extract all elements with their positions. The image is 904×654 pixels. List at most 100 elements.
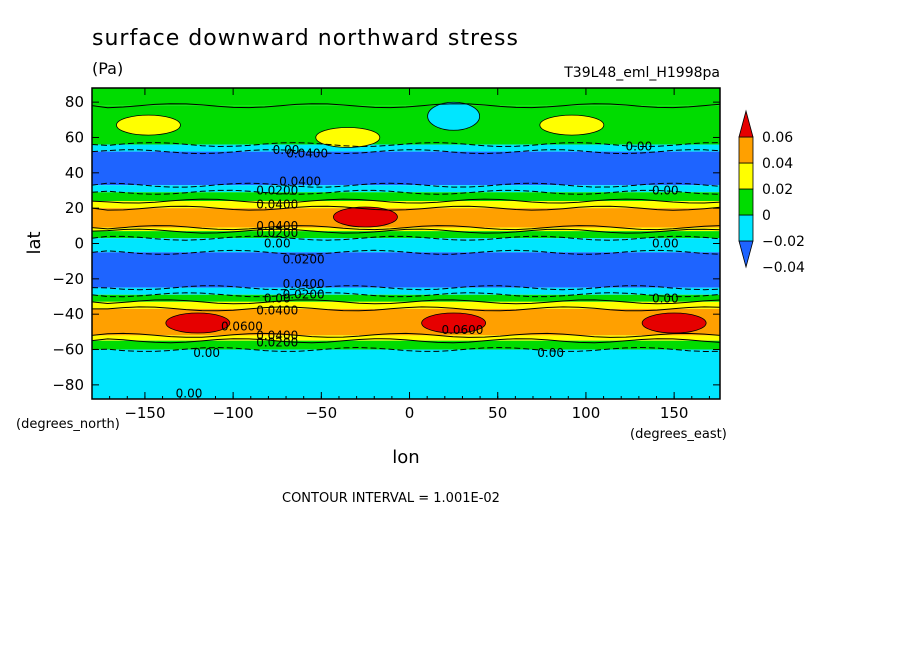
contour-interval-text: CONTOUR INTERVAL = 1.001E-02 <box>282 491 500 506</box>
x-units-label: (degrees_east) <box>630 427 727 442</box>
y-tick-label-7: 60 <box>65 128 84 146</box>
x-tick-label-0: −150 <box>124 404 165 422</box>
y-tick-label-1: −60 <box>52 341 84 359</box>
contour-label-4: 0.0400 <box>256 198 298 212</box>
lat-band-14 <box>92 301 720 309</box>
lat-band-11 <box>92 252 720 288</box>
field-max-4 <box>333 206 398 228</box>
field-min-3 <box>427 101 481 131</box>
contour-line-9 <box>92 228 720 234</box>
contour-line-12 <box>92 285 720 291</box>
field-max-1 <box>116 114 181 136</box>
contour-line-17 <box>92 338 720 344</box>
contour-label-9: 0.0400 <box>283 277 325 291</box>
colorbar-label-3: 0 <box>762 208 771 224</box>
contour-label-3: 0.0200 <box>256 183 298 197</box>
x-tick-label-2: −50 <box>305 404 337 422</box>
contour-line-14 <box>92 299 720 305</box>
contour-line-5 <box>92 189 720 195</box>
lat-band-12 <box>92 287 720 295</box>
colorbar: 0.06 0.04 0.02 0 −0.02 −0.04 <box>738 109 805 276</box>
y-tick-label-3: −20 <box>52 270 84 288</box>
colorbar-label-2: 0.02 <box>762 182 793 198</box>
lat-band-7 <box>92 208 720 228</box>
chart-title: surface downward northward stress <box>92 26 519 51</box>
y-tick-label-8: 80 <box>65 93 84 111</box>
contour-line-4 <box>92 182 720 188</box>
y-axis-ticks: −80 −60 −40 −20 0 20 40 60 80 <box>52 93 720 394</box>
contour-label-19: 0.00 <box>176 387 203 401</box>
colorbar-label-0: 0.06 <box>762 130 793 146</box>
contour-label-2: 0.0400 <box>279 175 321 189</box>
chart-units: (Pa) <box>92 59 123 78</box>
contour-label-6: 0.0200 <box>256 226 298 240</box>
lat-band-13 <box>92 294 720 302</box>
plot-area <box>92 88 720 399</box>
lat-band-4 <box>92 185 720 193</box>
contour-label-0: 0.00 <box>273 143 300 157</box>
contour-line-6 <box>92 198 720 204</box>
contour-label-13: 0.0600 <box>221 320 263 334</box>
lat-band-9 <box>92 231 720 239</box>
contour-label-11: 0.00 <box>264 291 291 305</box>
lat-band-1 <box>92 105 720 145</box>
contour-line-3 <box>92 149 720 155</box>
lat-band-6 <box>92 201 720 209</box>
contour-line-10 <box>92 235 720 241</box>
x-tick-label-5: 100 <box>572 404 601 422</box>
contour-label-20: 0.00 <box>625 139 652 153</box>
x-tick-label-1: −100 <box>213 404 254 422</box>
colorbar-swatch-2 <box>738 188 754 216</box>
contour-label-17: 0.0600 <box>441 323 483 337</box>
lat-band-0 <box>92 88 720 106</box>
field-max-7 <box>641 312 707 334</box>
colorbar-label-4: −0.02 <box>762 234 805 250</box>
y-tick-label-2: −40 <box>52 305 84 323</box>
contour-label-7: 0.00 <box>264 237 291 251</box>
lat-band-3 <box>92 151 720 186</box>
x-tick-label-3: 0 <box>405 404 415 422</box>
colorbar-swatch-4 <box>738 136 754 164</box>
field-max-6 <box>421 312 487 334</box>
field-max-2 <box>539 114 605 136</box>
field-max-5 <box>165 312 231 334</box>
field-max-0 <box>315 127 381 148</box>
y-tick-label-6: 40 <box>65 164 84 182</box>
x-tick-label-6: 150 <box>660 404 689 422</box>
contour-line-1 <box>92 103 720 109</box>
contour-label-5: 0.0400 <box>256 219 298 233</box>
colorbar-swatch-1 <box>738 214 754 242</box>
contour-label-10: 0.0200 <box>283 288 325 302</box>
lat-band-10 <box>92 238 720 253</box>
lat-band-18 <box>92 349 720 399</box>
contour-label-16: 0.00 <box>193 346 220 360</box>
contour-line-8 <box>92 225 720 231</box>
contour-line-18 <box>92 346 720 353</box>
contour-label-14: 0.0400 <box>256 328 298 342</box>
contour-label-1: 0.0400 <box>286 146 328 160</box>
run-id-label: T39L48_eml_H1998pa <box>563 65 720 81</box>
colorbar-label-5: −0.04 <box>762 260 805 276</box>
colorbar-swatch-3 <box>738 162 754 190</box>
x-axis-label: lon <box>392 447 419 468</box>
contour-label-12: 0.0400 <box>256 304 298 318</box>
contour-line-2 <box>92 142 720 148</box>
y-tick-label-0: −80 <box>52 376 84 394</box>
y-axis-label: lat <box>24 231 45 254</box>
colorbar-upper-arrow <box>738 109 754 138</box>
contour-label-15: 0.0200 <box>256 335 298 349</box>
y-tick-label-5: 20 <box>65 199 84 217</box>
lat-band-17 <box>92 340 720 350</box>
contour-label-18: 0.00 <box>537 346 564 360</box>
colorbar-label-1: 0.04 <box>762 156 793 172</box>
contour-line-15 <box>92 306 720 312</box>
contour-label-8: 0.0200 <box>283 252 325 266</box>
x-axis-ticks: −150 −100 −50 0 50 100 150 <box>109 88 710 422</box>
y-units-label: (degrees_north) <box>16 417 120 432</box>
contour-line-16 <box>92 332 720 338</box>
x-tick-label-4: 50 <box>488 404 507 422</box>
contour-labels: 0.000.04000.04000.02000.04000.04000.0200… <box>176 139 679 400</box>
contour-line-7 <box>92 205 720 211</box>
colorbar-lower-arrow <box>738 240 754 269</box>
y-tick-label-4: 0 <box>74 235 84 253</box>
